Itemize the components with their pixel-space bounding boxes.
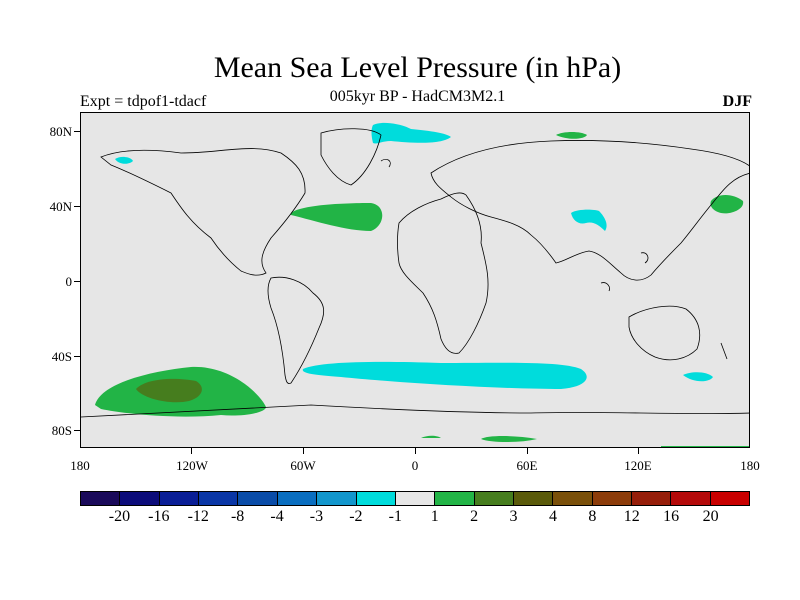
colorbar-label: 16 — [663, 508, 680, 525]
tasman-negative — [683, 372, 713, 382]
coastlines — [81, 128, 749, 418]
lon-tick — [303, 448, 304, 454]
colorbar-swatch — [199, 492, 239, 505]
colorbar-label: -3 — [309, 508, 324, 525]
greenland-negative — [371, 122, 451, 144]
colorbar-swatch — [710, 492, 750, 505]
colorbar-swatch — [277, 492, 318, 505]
tibet-negative — [571, 209, 607, 231]
europe-africa-coast — [397, 192, 489, 354]
islands — [380, 159, 728, 360]
colorbar-label: -8 — [230, 508, 245, 525]
south-pacific-core — [136, 378, 202, 403]
colorbar — [80, 491, 750, 506]
lat-label-40n: 40N — [49, 199, 72, 214]
colorbar-swatch — [474, 492, 514, 505]
lat-tick — [74, 281, 80, 282]
lon-label-180w: 180 — [70, 458, 90, 473]
colorbar-swatch — [632, 492, 672, 505]
lon-label-180e: 180 — [740, 458, 760, 473]
colorbar-label: 8 — [588, 508, 597, 525]
colorbar-label: 20 — [702, 508, 719, 525]
lon-tick — [638, 448, 639, 454]
lon-label-60e: 60E — [516, 458, 538, 473]
colorbar-swatch — [317, 492, 357, 505]
southern-ocean-negative — [302, 361, 587, 389]
colorbar-label: 12 — [623, 508, 640, 525]
colorbar-swatch — [513, 492, 554, 505]
season-label: DJF — [722, 93, 752, 110]
australia-coast — [628, 305, 701, 361]
colorbar-swatch — [120, 492, 160, 505]
lon-tick — [415, 448, 416, 454]
lon-label-120e: 120E — [624, 458, 652, 473]
lat-label-80n: 80N — [49, 124, 72, 139]
lat-tick — [74, 131, 80, 132]
lon-label-0: 0 — [411, 458, 419, 473]
lon-label-120w: 120W — [176, 458, 208, 473]
antarctic-fringe-positive — [421, 435, 749, 447]
colorbar-label: -20 — [108, 508, 131, 525]
lat-tick — [74, 430, 80, 431]
colorbar-label: -4 — [270, 508, 284, 525]
lat-tick — [74, 206, 80, 207]
greenland-coast — [320, 128, 382, 186]
chart-subtitle: 005kyr BP - HadCM3M2.1 — [329, 88, 506, 105]
colorbar-label: -2 — [349, 508, 363, 525]
lat-label-40s: 40S — [51, 349, 72, 364]
siberia-positive — [556, 132, 587, 139]
colorbar-label: 4 — [548, 508, 557, 525]
colorbar-label: -1 — [388, 508, 402, 525]
alaska-negative — [115, 156, 133, 164]
colorbar-swatch — [159, 492, 200, 505]
north-america-coast — [100, 148, 306, 276]
colorbar-label: -12 — [187, 508, 209, 525]
colorbar-swatch — [395, 492, 436, 505]
colorbar-swatch — [435, 492, 475, 505]
south-america-coast — [267, 276, 325, 384]
world-map — [80, 112, 750, 448]
map-canvas — [81, 122, 749, 447]
colorbar-label: 2 — [470, 508, 479, 525]
lon-tick — [527, 448, 528, 454]
eurasia-coast — [430, 140, 749, 281]
colorbar-swatch — [81, 492, 121, 505]
colorbar-swatch — [553, 492, 593, 505]
lat-label-80s: 80S — [51, 423, 72, 438]
colorbar-label: 1 — [430, 508, 439, 525]
antarctica-coast — [81, 404, 749, 418]
experiment-label: Expt = tdpof1-tdacf — [80, 93, 207, 110]
north-atlantic-positive — [291, 203, 383, 231]
lat-label-eq: 0 — [65, 274, 73, 289]
chart-title: Mean Sea Level Pressure (in hPa) — [213, 51, 622, 84]
colorbar-swatch — [671, 492, 711, 505]
lat-tick — [74, 356, 80, 357]
colorbar-swatch — [238, 492, 278, 505]
north-pacific-positive — [710, 195, 744, 214]
colorbar-swatch — [592, 492, 633, 505]
colorbar-label: 3 — [509, 508, 518, 525]
colorbar-swatch — [356, 492, 396, 505]
lon-tick — [191, 448, 192, 454]
colorbar-label: -16 — [148, 508, 170, 525]
lon-label-60w: 60W — [290, 458, 316, 473]
